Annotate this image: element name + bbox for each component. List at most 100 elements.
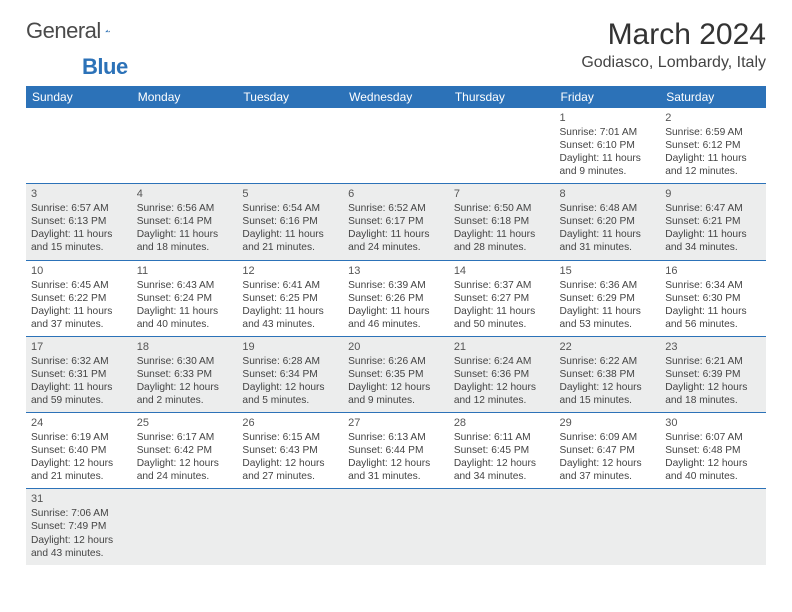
calendar-day-cell: 16Sunrise: 6:34 AMSunset: 6:30 PMDayligh… [660, 260, 766, 336]
day-info-line: Sunset: 6:36 PM [454, 368, 550, 381]
day-info-line: and 12 minutes. [665, 165, 761, 178]
day-info-line: Sunset: 6:17 PM [348, 215, 444, 228]
calendar-day-cell: 31Sunrise: 7:06 AMSunset: 7:49 PMDayligh… [26, 489, 132, 565]
day-info-line: Sunrise: 6:59 AM [665, 126, 761, 139]
day-info-line: Sunrise: 6:56 AM [137, 202, 233, 215]
weekday-header: Tuesday [237, 86, 343, 108]
day-number: 5 [242, 187, 338, 201]
day-number: 21 [454, 340, 550, 354]
weekday-header: Sunday [26, 86, 132, 108]
day-info-line: Sunrise: 6:17 AM [137, 431, 233, 444]
weekday-header: Wednesday [343, 86, 449, 108]
day-info-line: Sunset: 6:25 PM [242, 292, 338, 305]
day-info-line: Daylight: 11 hours [348, 228, 444, 241]
calendar-day-cell: 26Sunrise: 6:15 AMSunset: 6:43 PMDayligh… [237, 413, 343, 489]
day-info-line: Daylight: 12 hours [665, 381, 761, 394]
day-info-line: Daylight: 12 hours [454, 457, 550, 470]
day-info-line: Sunset: 6:27 PM [454, 292, 550, 305]
day-info-line: and 37 minutes. [31, 318, 127, 331]
day-info-line: Sunrise: 6:26 AM [348, 355, 444, 368]
calendar-week-row: 31Sunrise: 7:06 AMSunset: 7:49 PMDayligh… [26, 489, 766, 565]
day-info-line: Sunrise: 6:54 AM [242, 202, 338, 215]
day-info-line: and 56 minutes. [665, 318, 761, 331]
day-info-line: and 40 minutes. [137, 318, 233, 331]
day-info-line: Sunset: 6:22 PM [31, 292, 127, 305]
day-info-line: Daylight: 11 hours [242, 305, 338, 318]
day-number: 16 [665, 264, 761, 278]
day-number: 1 [560, 111, 656, 125]
day-number: 9 [665, 187, 761, 201]
day-number: 12 [242, 264, 338, 278]
day-info-line: Sunset: 6:30 PM [665, 292, 761, 305]
day-info-line: and 18 minutes. [665, 394, 761, 407]
calendar-week-row: 24Sunrise: 6:19 AMSunset: 6:40 PMDayligh… [26, 413, 766, 489]
calendar-day-cell [449, 489, 555, 565]
logo-sail-icon [105, 22, 110, 40]
day-info-line: and 59 minutes. [31, 394, 127, 407]
calendar-week-row: 3Sunrise: 6:57 AMSunset: 6:13 PMDaylight… [26, 184, 766, 260]
day-info-line: and 43 minutes. [31, 547, 127, 560]
calendar-day-cell: 5Sunrise: 6:54 AMSunset: 6:16 PMDaylight… [237, 184, 343, 260]
day-info-line: Sunset: 6:18 PM [454, 215, 550, 228]
calendar-day-cell: 21Sunrise: 6:24 AMSunset: 6:36 PMDayligh… [449, 336, 555, 412]
day-info-line: Daylight: 12 hours [560, 381, 656, 394]
calendar-day-cell [132, 489, 238, 565]
day-number: 13 [348, 264, 444, 278]
day-info-line: Sunset: 6:34 PM [242, 368, 338, 381]
calendar-day-cell: 2Sunrise: 6:59 AMSunset: 6:12 PMDaylight… [660, 108, 766, 184]
weekday-header-row: Sunday Monday Tuesday Wednesday Thursday… [26, 86, 766, 108]
day-info-line: Sunset: 6:33 PM [137, 368, 233, 381]
day-number: 10 [31, 264, 127, 278]
day-info-line: Sunset: 6:10 PM [560, 139, 656, 152]
day-info-line: Sunset: 6:45 PM [454, 444, 550, 457]
calendar-day-cell: 9Sunrise: 6:47 AMSunset: 6:21 PMDaylight… [660, 184, 766, 260]
day-number: 31 [31, 492, 127, 506]
day-info-line: Sunrise: 7:06 AM [31, 507, 127, 520]
day-info-line: Daylight: 11 hours [560, 152, 656, 165]
day-info-line: Sunset: 6:26 PM [348, 292, 444, 305]
calendar-day-cell [26, 108, 132, 184]
day-number: 26 [242, 416, 338, 430]
day-info-line: Sunrise: 6:30 AM [137, 355, 233, 368]
day-info-line: and 24 minutes. [137, 470, 233, 483]
day-info-line: and 31 minutes. [348, 470, 444, 483]
day-info-line: Sunrise: 6:37 AM [454, 279, 550, 292]
calendar-day-cell [449, 108, 555, 184]
day-number: 28 [454, 416, 550, 430]
day-info-line: and 27 minutes. [242, 470, 338, 483]
day-info-line: Sunrise: 6:50 AM [454, 202, 550, 215]
day-info-line: Daylight: 11 hours [242, 228, 338, 241]
day-number: 2 [665, 111, 761, 125]
calendar-day-cell: 4Sunrise: 6:56 AMSunset: 6:14 PMDaylight… [132, 184, 238, 260]
calendar-day-cell: 24Sunrise: 6:19 AMSunset: 6:40 PMDayligh… [26, 413, 132, 489]
day-info-line: Sunrise: 6:48 AM [560, 202, 656, 215]
day-info-line: and 28 minutes. [454, 241, 550, 254]
day-info-line: Sunrise: 6:21 AM [665, 355, 761, 368]
calendar-week-row: 1Sunrise: 7:01 AMSunset: 6:10 PMDaylight… [26, 108, 766, 184]
weekday-header: Monday [132, 86, 238, 108]
weekday-header: Saturday [660, 86, 766, 108]
day-info-line: Sunset: 6:13 PM [31, 215, 127, 228]
calendar-day-cell: 29Sunrise: 6:09 AMSunset: 6:47 PMDayligh… [555, 413, 661, 489]
day-info-line: Sunset: 6:31 PM [31, 368, 127, 381]
day-number: 23 [665, 340, 761, 354]
month-title: March 2024 [581, 18, 766, 52]
day-info-line: and 18 minutes. [137, 241, 233, 254]
day-info-line: Daylight: 12 hours [137, 457, 233, 470]
day-info-line: Daylight: 11 hours [560, 228, 656, 241]
calendar-day-cell: 22Sunrise: 6:22 AMSunset: 6:38 PMDayligh… [555, 336, 661, 412]
day-info-line: Sunset: 6:12 PM [665, 139, 761, 152]
day-info-line: Sunrise: 6:32 AM [31, 355, 127, 368]
day-info-line: Sunset: 6:29 PM [560, 292, 656, 305]
calendar-day-cell: 1Sunrise: 7:01 AMSunset: 6:10 PMDaylight… [555, 108, 661, 184]
calendar-day-cell: 8Sunrise: 6:48 AMSunset: 6:20 PMDaylight… [555, 184, 661, 260]
day-number: 18 [137, 340, 233, 354]
calendar-week-row: 17Sunrise: 6:32 AMSunset: 6:31 PMDayligh… [26, 336, 766, 412]
day-number: 22 [560, 340, 656, 354]
day-info-line: Daylight: 12 hours [665, 457, 761, 470]
calendar-day-cell: 3Sunrise: 6:57 AMSunset: 6:13 PMDaylight… [26, 184, 132, 260]
day-info-line: Sunrise: 6:24 AM [454, 355, 550, 368]
day-info-line: Sunrise: 6:36 AM [560, 279, 656, 292]
calendar-week-row: 10Sunrise: 6:45 AMSunset: 6:22 PMDayligh… [26, 260, 766, 336]
day-number: 4 [137, 187, 233, 201]
